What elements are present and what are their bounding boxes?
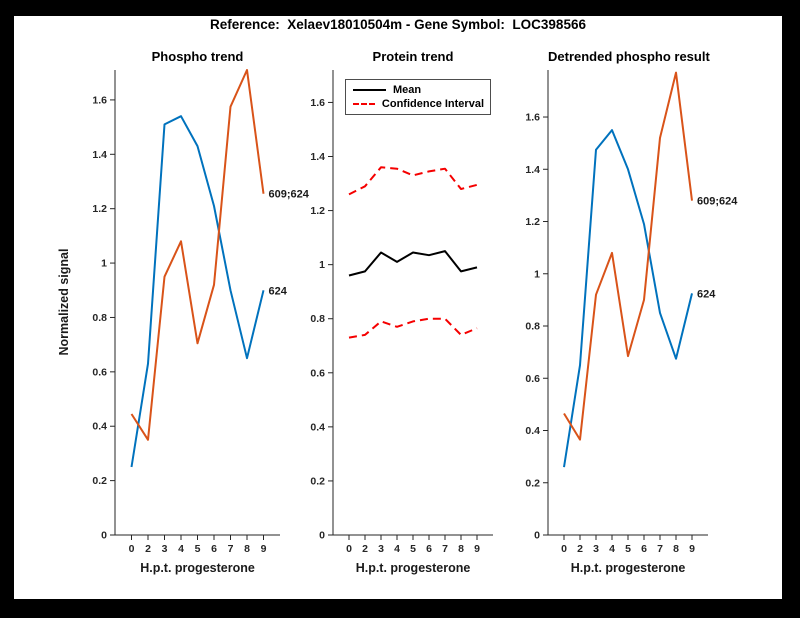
axes-left: 00.20.40.60.811.21.41.60 2 3 4 5 6 7 8 9624609;6… [92,69,310,555]
y-tick-label: 1 [319,259,325,271]
y-tick-label: 0 [319,530,325,542]
y-tick-label: 0 [101,530,107,542]
x-tick-label: 2 [362,543,368,555]
axes-middle: 00.20.40.60.811.21.41.60 2 3 4 5 6 7 8 9 [310,70,493,555]
y-tick-label: 1 [101,258,107,270]
phospho-624-end-label: 624 [269,285,288,297]
x-tick-label: 8 [244,543,250,555]
y-tick-label: 0.4 [92,421,107,433]
x-tick-label: 4 [394,543,400,555]
x-axis-label-middle: H.p.t. progesterone [355,561,471,575]
x-tick-label: 6 [426,543,432,555]
x-tick-label: 8 [458,543,464,555]
x-tick-label: 0 [561,543,567,555]
phospho-624-line [130,115,265,468]
ci-lower-line [348,317,478,339]
x-tick-label: 9 [474,543,480,555]
phospho-609-624-line [130,69,265,441]
legend-box: Mean Confidence Interval [345,79,491,115]
legend-item-confidence-interval: Confidence Interval [353,97,484,111]
x-tick-label: 7 [657,543,663,555]
detrended-609-624-end-label: 609;624 [697,196,738,208]
y-tick-label: 1.6 [92,94,107,106]
confidence-interval-line-sample-icon [353,103,375,105]
y-tick-label: 1.4 [525,164,540,176]
y-tick-label: 0 [534,530,540,542]
y-tick-label: 1.2 [310,205,325,217]
axis-spines [332,70,493,536]
x-tick-label: 5 [625,543,631,555]
ci-upper-line [348,166,478,196]
x-tick-label: 0 [346,543,352,555]
legend-label-mean: Mean [393,84,422,96]
y-tick-label: 1.4 [92,149,107,161]
y-tick-label: 1.6 [310,97,325,109]
y-tick-label: 0.4 [525,425,540,437]
x-tick-label: 7 [228,543,234,555]
y-tick-label: 0.6 [525,373,540,385]
x-tick-label: 8 [673,543,679,555]
x-tick-label: 3 [593,543,599,555]
y-tick-label: 1.4 [310,151,325,163]
y-tick-label: 1.2 [92,203,107,215]
x-tick-label: 4 [178,543,184,555]
phospho-609-624-end-label: 609;624 [269,189,310,201]
x-tick-label: 2 [577,543,583,555]
detrended-624-end-label: 624 [697,288,716,300]
x-tick-label: 5 [410,543,416,555]
y-tick-label: 0.8 [92,312,107,324]
legend-label-confidence-interval: Confidence Interval [381,98,484,110]
figure-suptitle: Reference: Xelaev18010504m - Gene Symbol… [210,17,586,32]
y-tick-label: 1.2 [525,216,540,228]
y-tick-label: 0.4 [310,421,325,433]
chart-title-phospho-trend: Phospho trend [151,49,244,64]
detrended-624-line [563,129,693,468]
y-axis-label: Normalized signal [57,248,71,356]
x-tick-label: 7 [442,543,448,555]
mean-line [348,250,478,277]
x-tick-label: 6 [641,543,647,555]
x-tick-label: 4 [609,543,615,555]
chart-title-protein-trend: Protein trend [372,49,454,64]
y-tick-label: 0.2 [310,475,325,487]
y-tick-label: 0.6 [310,367,325,379]
x-tick-label: 3 [162,543,168,555]
y-tick-label: 1 [534,268,540,280]
y-tick-label: 0.2 [525,477,540,489]
y-tick-label: 0.8 [525,321,540,333]
x-tick-label: 3 [378,543,384,555]
x-tick-label: 9 [261,543,267,555]
y-tick-label: 1.6 [525,112,540,124]
x-tick-label: 0 [129,543,135,555]
y-tick-label: 0.2 [92,475,107,487]
axes-right: 00.20.40.60.811.21.41.60 2 3 4 5 6 7 8 9624609;6… [525,70,738,555]
mean-line-sample-icon [353,89,386,91]
detrended-609-624-line [563,71,693,441]
x-tick-label: 9 [689,543,695,555]
x-tick-label: 6 [211,543,217,555]
y-tick-label: 0.8 [310,313,325,325]
axis-spines [114,70,280,536]
x-tick-label: 2 [145,543,151,555]
chart-title-detrended-phospho: Detrended phospho result [548,49,710,64]
x-axis-label-right: H.p.t. progesterone [570,561,686,575]
y-tick-label: 0.6 [92,366,107,378]
x-tick-label: 5 [195,543,201,555]
legend-item-mean: Mean [353,83,484,97]
x-axis-label-left: H.p.t. progesterone [140,561,255,575]
